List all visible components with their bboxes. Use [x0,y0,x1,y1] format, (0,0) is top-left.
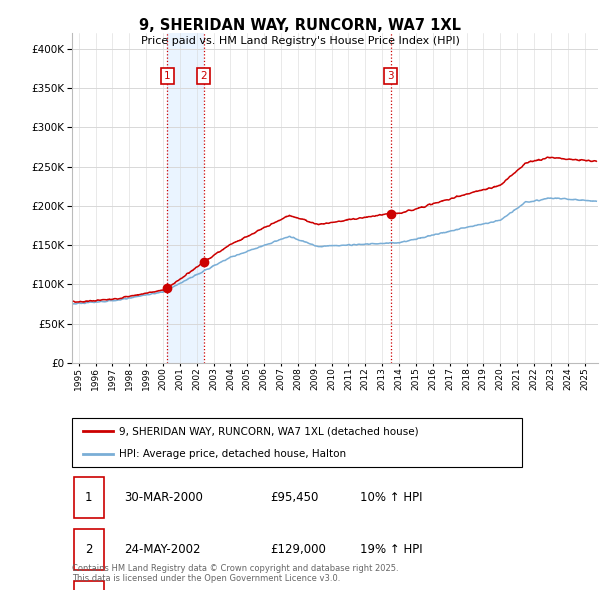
FancyBboxPatch shape [74,581,104,590]
FancyBboxPatch shape [72,418,522,467]
FancyBboxPatch shape [74,529,104,570]
Text: 9, SHERIDAN WAY, RUNCORN, WA7 1XL (detached house): 9, SHERIDAN WAY, RUNCORN, WA7 1XL (detac… [119,426,419,436]
Text: 3: 3 [388,71,394,81]
Text: 9, SHERIDAN WAY, RUNCORN, WA7 1XL: 9, SHERIDAN WAY, RUNCORN, WA7 1XL [139,18,461,33]
Text: 19% ↑ HPI: 19% ↑ HPI [360,543,422,556]
FancyBboxPatch shape [74,477,104,518]
Text: Price paid vs. HM Land Registry's House Price Index (HPI): Price paid vs. HM Land Registry's House … [140,36,460,46]
Bar [167,33,204,363]
Text: HPI: Average price, detached house, Halton: HPI: Average price, detached house, Halt… [119,449,346,459]
Text: 10% ↑ HPI: 10% ↑ HPI [360,491,422,504]
Text: 30-MAR-2000: 30-MAR-2000 [124,491,203,504]
Text: Contains HM Land Registry data © Crown copyright and database right 2025.
This d: Contains HM Land Registry data © Crown c… [72,563,398,583]
Text: £129,000: £129,000 [270,543,326,556]
Text: 24-MAY-2002: 24-MAY-2002 [124,543,200,556]
Text: 1: 1 [164,71,170,81]
Text: 1: 1 [85,491,92,504]
Text: 2: 2 [85,543,92,556]
Text: 2: 2 [200,71,207,81]
Text: £95,450: £95,450 [270,491,319,504]
